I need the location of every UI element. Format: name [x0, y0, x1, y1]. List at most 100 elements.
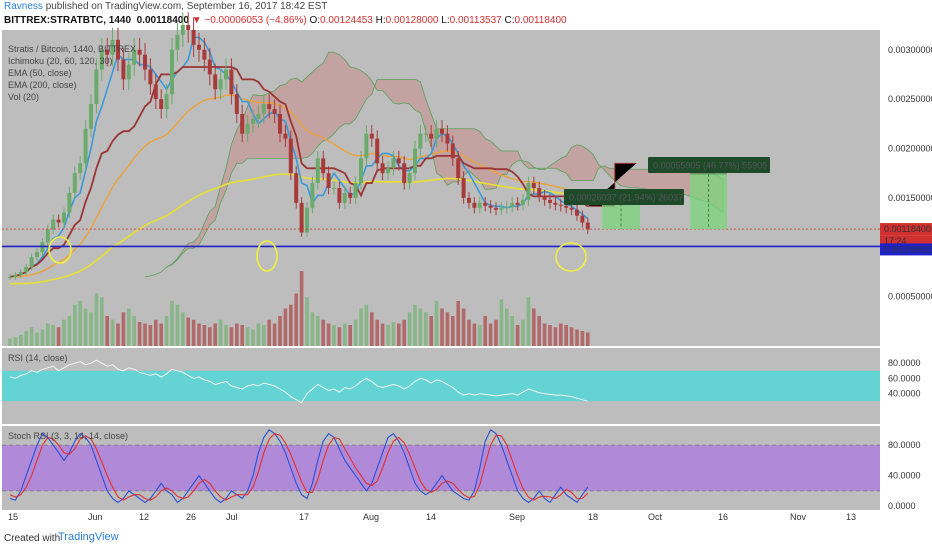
- candle: [207, 59, 212, 75]
- candle: [418, 133, 423, 149]
- volume-bar: [569, 327, 574, 346]
- candle: [483, 202, 488, 206]
- time-tick: 16: [718, 512, 728, 522]
- volume-bar: [132, 316, 136, 346]
- candle: [450, 143, 455, 159]
- candle: [315, 158, 320, 184]
- candle: [224, 69, 228, 80]
- volume-bar: [337, 327, 342, 346]
- candle: [353, 183, 358, 198]
- stoch-tick: 80.0000: [888, 440, 921, 450]
- volume-bar: [202, 325, 207, 346]
- candle: [89, 104, 93, 129]
- volume-bar: [305, 297, 309, 346]
- highlight-circle[interactable]: [48, 236, 72, 264]
- highlight-circle[interactable]: [555, 242, 587, 272]
- volume-bar: [472, 323, 477, 346]
- candle: [294, 173, 299, 203]
- ema-200-line: [9, 173, 588, 285]
- time-axis[interactable]: [2, 510, 880, 528]
- ema-50-line: [9, 94, 589, 278]
- time-tick: Aug: [363, 512, 379, 522]
- candle: [288, 138, 293, 174]
- candle: [504, 206, 509, 208]
- candle: [548, 199, 552, 203]
- candle: [83, 128, 88, 164]
- time-tick: 14: [426, 512, 436, 522]
- volume-bar: [121, 312, 126, 346]
- volume-bar: [224, 325, 228, 346]
- candle: [429, 133, 434, 139]
- candle: [191, 30, 196, 45]
- candle: [396, 158, 401, 164]
- candle: [499, 207, 504, 210]
- symbol-header: BITTREX:STRATBTC, 1440 0.00118400 ▼ −0.0…: [4, 15, 567, 26]
- volume-bar: [283, 308, 288, 346]
- price-axis[interactable]: [880, 30, 932, 510]
- volume-bar: [19, 334, 23, 346]
- candle: [359, 158, 363, 184]
- volume-bar: [8, 338, 12, 346]
- candle: [537, 188, 542, 196]
- rsi-band: [2, 370, 880, 402]
- time-tick: Jun: [88, 512, 103, 522]
- volume-bar: [332, 325, 336, 346]
- volume-bar: [299, 271, 304, 346]
- legend-item: EMA (200, close): [8, 80, 77, 90]
- candle: [267, 104, 272, 109]
- volume-bar: [229, 327, 234, 346]
- volume-bar: [35, 332, 39, 346]
- candle: [245, 123, 250, 134]
- candle: [575, 209, 579, 216]
- candle: [159, 99, 164, 109]
- candle: [369, 133, 374, 139]
- volume-bar: [397, 323, 401, 346]
- candle: [218, 79, 223, 90]
- volume-bar: [278, 316, 282, 346]
- candle: [18, 271, 23, 275]
- candle: [337, 188, 342, 203]
- stoch-tick: 0.0000: [888, 501, 916, 511]
- candle: [494, 207, 498, 210]
- volume-bar: [537, 316, 541, 346]
- volume-bar: [445, 312, 450, 346]
- author-name[interactable]: Ravness: [4, 1, 43, 12]
- tenkan-line: [9, 36, 589, 278]
- candle: [526, 183, 531, 200]
- candle: [283, 133, 288, 139]
- time-tick: Nov: [790, 512, 807, 522]
- candle: [8, 276, 12, 278]
- candle: [445, 133, 450, 144]
- price-panel[interactable]: [2, 30, 880, 346]
- volume-bar: [40, 329, 45, 346]
- volume-bar: [316, 316, 320, 346]
- volume-bar: [456, 301, 460, 346]
- support-tag: 0.00100832: [884, 244, 932, 254]
- time-tick: 26: [186, 512, 196, 522]
- tradingview-chart[interactable]: 0.00026037 (21.94%) 26037 0.00055905 (46.…: [0, 0, 932, 528]
- candle: [456, 158, 461, 179]
- volume-bar: [191, 319, 196, 346]
- candle: [202, 49, 207, 60]
- volume-bar: [402, 319, 406, 346]
- volume-bar: [494, 319, 498, 346]
- candle: [488, 205, 493, 208]
- tradingview-logo[interactable]: TradingView: [58, 531, 119, 543]
- legend-item: EMA (50, close): [8, 68, 72, 78]
- candle: [531, 183, 536, 188]
- candle: [45, 229, 50, 243]
- volume-bar: [429, 316, 433, 346]
- volume-bar: [240, 325, 244, 346]
- volume-bar: [94, 293, 99, 346]
- volume-bar: [137, 322, 142, 346]
- candle: [391, 158, 396, 169]
- volume-bar: [575, 329, 579, 346]
- volume-bar: [586, 332, 590, 346]
- stoch-title: Stoch RSI (3, 3, 14, 14, close): [8, 431, 128, 441]
- volume-bar: [424, 312, 428, 346]
- volume-bar: [553, 327, 558, 346]
- candle: [56, 219, 61, 223]
- time-tick: 18: [588, 512, 598, 522]
- highlight-circle[interactable]: [256, 240, 278, 272]
- volume-bar: [251, 329, 255, 346]
